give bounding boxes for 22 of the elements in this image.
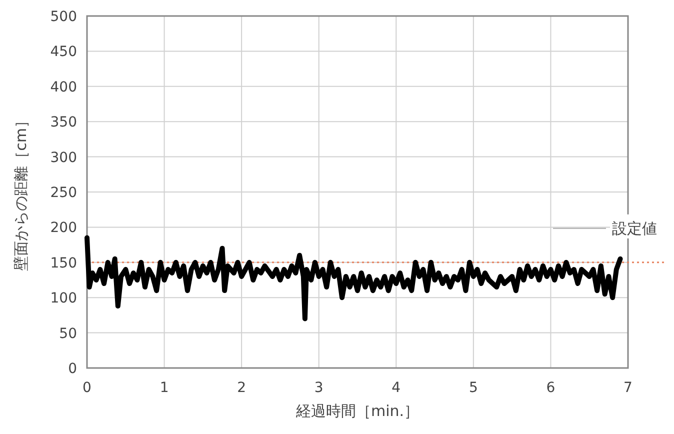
y-tick-label: 500 xyxy=(50,9,77,25)
y-tick-label: 350 xyxy=(50,114,77,131)
ref-line-label: 設定値 xyxy=(612,219,657,238)
x-tick-label: 4 xyxy=(392,380,401,396)
x-tick-label: 5 xyxy=(468,380,478,396)
x-tick-label: 0 xyxy=(82,380,92,396)
x-tick-label: 6 xyxy=(546,380,556,396)
y-tick-label: 250 xyxy=(50,185,77,201)
y-tick-label: 450 xyxy=(50,44,77,60)
x-axis-title: 経過時間［min.］ xyxy=(294,402,420,420)
x-tick-label: 3 xyxy=(314,380,324,396)
x-tick-label: 2 xyxy=(237,380,246,396)
y-tick-label: 400 xyxy=(50,79,77,96)
x-tick-label: 7 xyxy=(624,380,632,396)
y-tick-label: 150 xyxy=(50,255,77,272)
x-tick-label: 1 xyxy=(160,380,169,396)
y-tick-label: 200 xyxy=(50,220,77,236)
y-axis-title: 壁面からの距離［cm］ xyxy=(12,113,30,271)
y-tick-label: 0 xyxy=(68,361,77,377)
y-tick-label: 50 xyxy=(59,326,77,342)
y-tick-label: 100 xyxy=(50,290,77,307)
y-tick-label: 300 xyxy=(50,150,77,166)
